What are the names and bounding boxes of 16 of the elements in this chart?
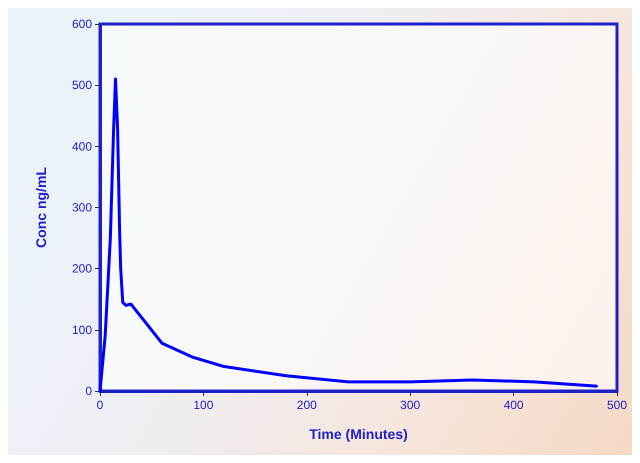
y-tick-label: 500 — [72, 78, 92, 92]
y-tick-label: 200 — [72, 262, 92, 276]
y-axis-title: Conc ng/mL — [33, 166, 49, 248]
y-tick-label: 300 — [72, 200, 92, 214]
y-tick-label: 100 — [72, 322, 92, 337]
x-tick-label: 300 — [400, 398, 421, 412]
y-tick-label: 400 — [72, 139, 92, 154]
x-axis-title: Time (Minutes) — [309, 426, 408, 442]
x-tick-label: 0 — [96, 398, 104, 412]
x-tick-label: 500 — [606, 398, 628, 412]
y-tick-label: 0 — [85, 384, 92, 398]
x-tick-label: 400 — [504, 398, 524, 412]
y-tick-label: 600 — [72, 17, 92, 31]
x-tick-label: 100 — [193, 398, 214, 412]
x-tick-label: 200 — [296, 398, 318, 412]
line-series — [98, 78, 598, 392]
